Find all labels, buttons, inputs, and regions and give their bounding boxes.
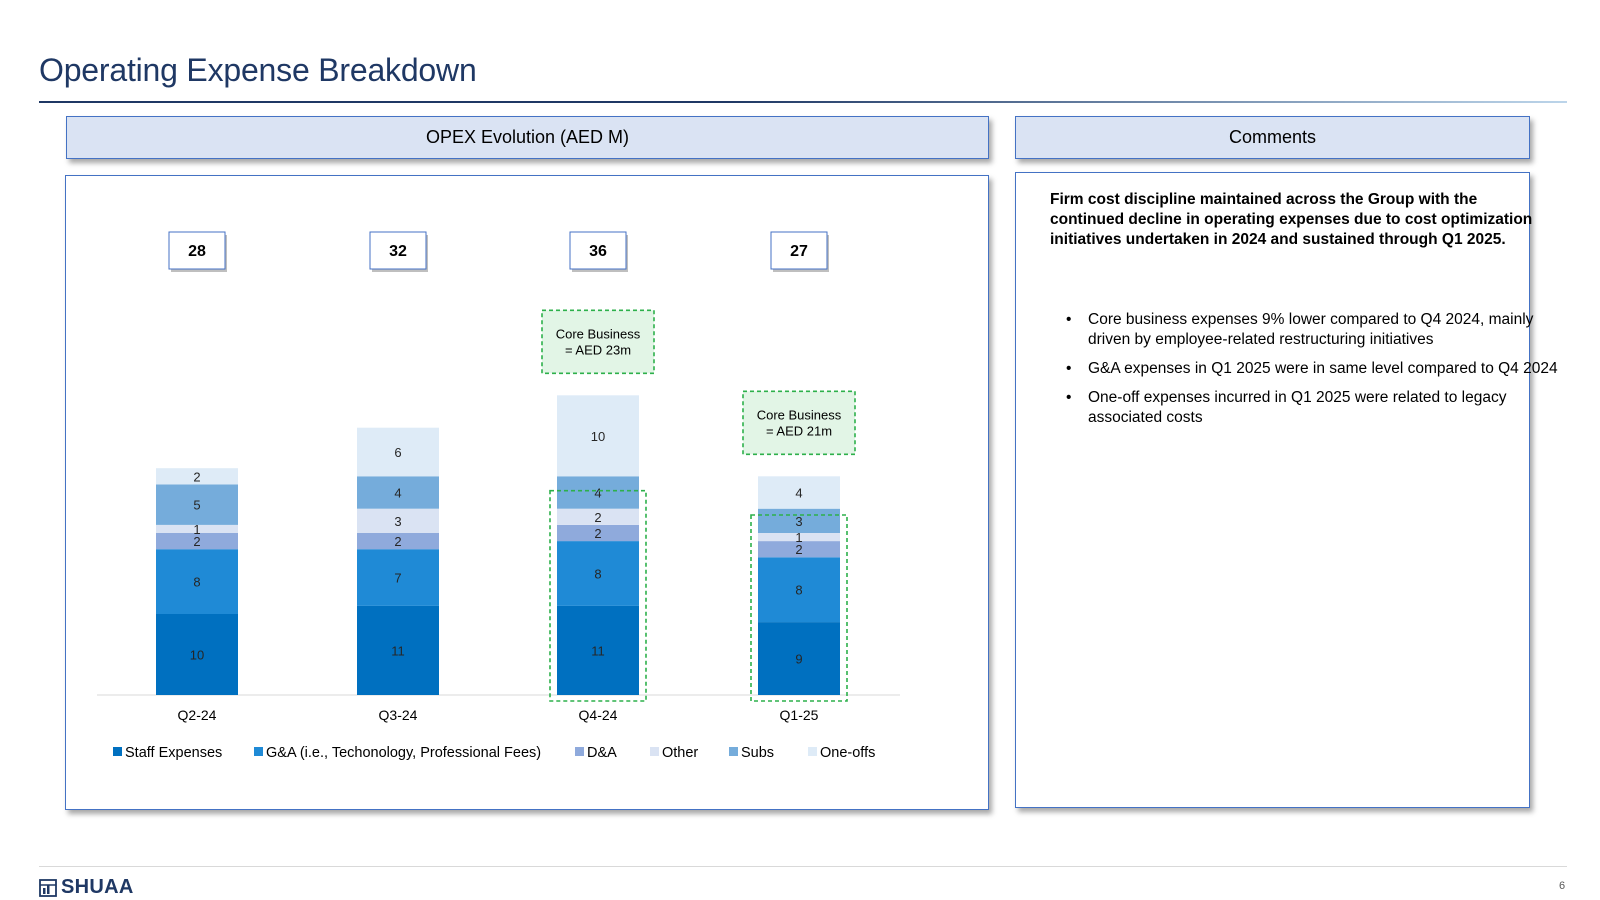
bar-value-label: 9 <box>795 652 802 667</box>
bar-segment-other <box>758 533 840 542</box>
comments-bullet-list: Core business expenses 9% lower compared… <box>1050 310 1560 437</box>
bar-segment-one-offs <box>156 468 238 485</box>
x-tick-label: Q2-24 <box>178 707 217 723</box>
total-box <box>168 231 226 270</box>
total-box <box>369 231 427 270</box>
shuaa-logo: SHUAA <box>39 876 134 899</box>
core-business-callout-line1: Core Business <box>556 326 641 341</box>
bar-segment-staff-expenses <box>156 614 238 695</box>
legend-swatch-other <box>650 747 659 756</box>
bar-value-label: 8 <box>594 567 601 582</box>
bar-segment-subs <box>557 476 639 509</box>
legend-label-d-a: D&A <box>587 745 617 761</box>
bar-segment-staff-expenses <box>357 605 439 695</box>
comments-lead-text: Firm cost discipline maintained across t… <box>1050 191 1533 248</box>
bar-segment-g-a-i-e-techonology-professional-fees <box>156 549 238 614</box>
core-business-callout <box>541 309 655 375</box>
bar-segment-d-a <box>156 533 238 550</box>
bar-value-label: 5 <box>193 498 200 513</box>
total-box <box>770 231 828 270</box>
core-business-callout-line2: = AED 23m <box>565 342 631 357</box>
bar-segment-d-a <box>557 524 639 542</box>
comments-panel-header: Comments <box>1015 116 1530 159</box>
bar-value-label: 6 <box>394 445 401 460</box>
bar-segment-one-offs <box>557 395 639 477</box>
legend-swatch-staff-expenses <box>113 747 122 756</box>
bar-value-label: 4 <box>795 486 802 501</box>
title-underline <box>39 101 1567 103</box>
total-box <box>569 231 627 270</box>
total-value-label: 27 <box>790 243 808 260</box>
bar-segment-subs <box>357 476 439 509</box>
bar-value-label: 1 <box>795 530 802 545</box>
bar-value-label: 2 <box>594 526 601 541</box>
bar-value-label: 3 <box>795 514 802 529</box>
bar-value-label: 2 <box>394 534 401 549</box>
core-business-highlight <box>750 514 848 702</box>
bar-value-label: 8 <box>193 575 200 590</box>
core-business-callout-line1: Core Business <box>757 407 842 422</box>
total-value-label: 28 <box>188 243 206 260</box>
x-tick-label: Q4-24 <box>579 707 618 723</box>
bar-value-label: 11 <box>391 643 405 658</box>
core-business-highlight <box>549 489 647 702</box>
bar-segment-other <box>156 524 238 533</box>
bar-segment-staff-expenses <box>557 605 639 695</box>
legend-label-g-a-i-e-techonology-professional-fees: G&A (i.e., Techonology, Professional Fee… <box>266 745 541 761</box>
legend-label-other: Other <box>662 745 698 761</box>
x-tick-label: Q3-24 <box>379 707 418 723</box>
bar-value-label: 10 <box>591 429 605 444</box>
bar-value-label: 7 <box>394 571 401 586</box>
page-title: Operating Expense Breakdown <box>39 52 477 88</box>
bar-value-label: 2 <box>594 510 601 525</box>
core-business-callout <box>742 390 856 456</box>
total-value-label: 32 <box>389 243 407 260</box>
legend-swatch-subs <box>729 747 738 756</box>
bar-value-label: 10 <box>190 648 204 663</box>
bar-segment-one-offs <box>357 427 439 477</box>
legend-swatch-g-a-i-e-techonology-professional-fees <box>254 747 263 756</box>
bar-value-label: 2 <box>193 469 200 484</box>
bar-value-label: 8 <box>795 583 802 598</box>
opex-panel-header: OPEX Evolution (AED M) <box>66 116 989 159</box>
legend-label-subs: Subs <box>741 745 774 761</box>
bar-segment-subs <box>156 484 238 525</box>
bar-value-label: 4 <box>594 486 601 501</box>
bar-segment-g-a-i-e-techonology-professional-fees <box>357 549 439 606</box>
legend-label-one-offs: One-offs <box>820 745 875 761</box>
bar-segment-other <box>557 508 639 525</box>
bar-segment-d-a <box>758 541 840 558</box>
comment-bullet: G&A expenses in Q1 2025 were in same lev… <box>1050 359 1560 379</box>
bar-value-label: 4 <box>394 486 401 501</box>
footer-divider <box>39 866 1567 867</box>
logo-text: SHUAA <box>61 876 134 898</box>
page-number: 6 <box>1559 880 1566 892</box>
legend-swatch-one-offs <box>808 747 817 756</box>
bar-value-label: 11 <box>591 643 605 658</box>
bar-segment-d-a <box>357 533 439 550</box>
comment-bullet: One-off expenses incurred in Q1 2025 wer… <box>1050 388 1560 428</box>
bar-segment-g-a-i-e-techonology-professional-fees <box>557 541 639 606</box>
shuaa-logo-icon <box>39 878 57 897</box>
x-tick-label: Q1-25 <box>780 707 819 723</box>
bar-value-label: 1 <box>193 522 200 537</box>
bar-segment-staff-expenses <box>758 622 840 695</box>
comment-bullet: Core business expenses 9% lower compared… <box>1050 310 1560 350</box>
bar-segment-other <box>357 508 439 533</box>
bar-value-label: 3 <box>394 514 401 529</box>
legend-label-staff-expenses: Staff Expenses <box>125 745 222 761</box>
legend-swatch-d-a <box>575 747 584 756</box>
bar-value-label: 2 <box>193 534 200 549</box>
bar-segment-g-a-i-e-techonology-professional-fees <box>758 557 840 623</box>
bar-value-label: 2 <box>795 542 802 557</box>
comments-panel <box>1015 172 1530 808</box>
core-business-callout-line2: = AED 21m <box>766 423 832 438</box>
total-value-label: 36 <box>589 243 607 260</box>
bar-segment-subs <box>758 508 840 533</box>
bar-segment-one-offs <box>758 476 840 509</box>
